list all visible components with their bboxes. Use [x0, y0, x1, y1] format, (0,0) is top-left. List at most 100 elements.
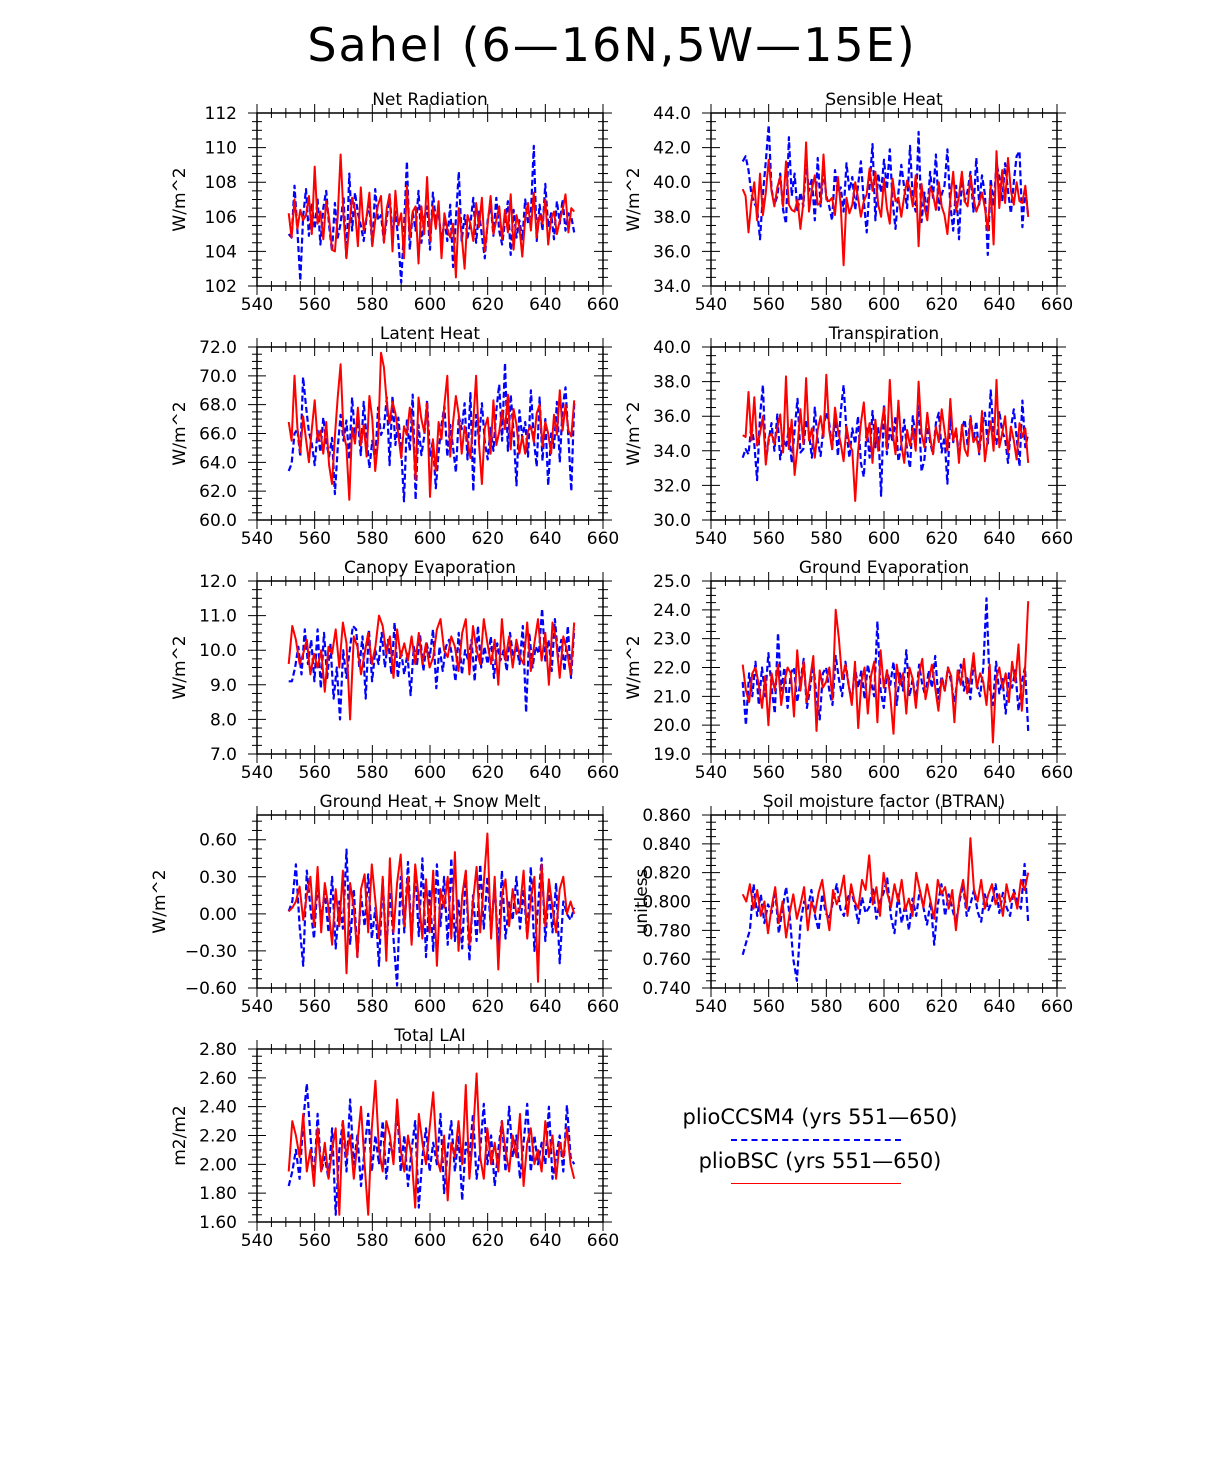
x-tick-label: 540	[241, 763, 273, 783]
x-tick-label: 620	[471, 529, 503, 549]
x-tick-label: 640	[983, 295, 1015, 315]
x-tick-label: 560	[752, 295, 784, 315]
x-tick-label: 660	[587, 997, 619, 1017]
x-tick-label: 620	[471, 295, 503, 315]
x-tick-label: 640	[529, 763, 561, 783]
x-tick-label: 600	[868, 763, 900, 783]
x-tick-label: 640	[529, 529, 561, 549]
x-tick-label: 580	[356, 1231, 388, 1251]
y-tick-label: 7.0	[210, 745, 237, 765]
legend-label-ccsm4: plioCCSM4 (yrs 551—650)	[682, 1105, 958, 1129]
y-tick-label: 21.0	[653, 687, 691, 707]
y-tick-label: 0.780	[642, 921, 691, 941]
x-tick-label: 640	[983, 997, 1015, 1017]
x-tick-label: 560	[298, 1231, 330, 1251]
panel-title: Soil moisture factor (BTRAN)	[763, 792, 1006, 812]
panel-ground-heat-snow-melt: 540 560 580 600 620 640 660 −0.60 −0.30 0.00 0.30 0…	[150, 792, 619, 1017]
y-tick-label: 25.0	[653, 572, 691, 592]
y-tick-label: 0.60	[199, 831, 237, 851]
x-tick-label: 620	[471, 1231, 503, 1251]
y-tick-label: 2.20	[199, 1127, 237, 1147]
x-tick-label: 600	[868, 997, 900, 1017]
series-ccsm4-line	[288, 607, 576, 721]
x-tick-label: 600	[414, 1231, 446, 1251]
y-tick-label: 66.0	[199, 425, 237, 445]
series-bsc-line	[287, 832, 576, 983]
x-tick-label: 560	[298, 295, 330, 315]
panel-title: Sensible Heat	[825, 90, 943, 110]
y-tick-label: 0.760	[642, 950, 691, 970]
panel-title: Net Radiation	[372, 90, 488, 110]
panel-title: Latent Heat	[380, 324, 481, 344]
x-tick-label: 580	[356, 529, 388, 549]
y-tick-label: 2.80	[199, 1040, 237, 1060]
x-tick-label: 620	[925, 529, 957, 549]
x-tick-label: 580	[356, 295, 388, 315]
y-tick-label: 34.0	[653, 442, 691, 462]
x-tick-label: 600	[868, 529, 900, 549]
x-tick-label: 580	[810, 529, 842, 549]
y-tick-label: 0.740	[642, 979, 691, 999]
y-axis-label: W/m^2	[170, 167, 190, 231]
series-bsc-line	[741, 837, 1030, 939]
x-tick-label: 580	[810, 763, 842, 783]
panel-title: Transpiration	[828, 324, 939, 344]
y-tick-label: 104	[205, 242, 237, 262]
y-tick-label: 62.0	[199, 482, 237, 502]
y-tick-label: 106	[205, 208, 237, 228]
x-tick-label: 580	[356, 997, 388, 1017]
y-tick-label: 0.860	[642, 806, 691, 826]
x-tick-label: 540	[241, 997, 273, 1017]
x-tick-label: 540	[241, 1231, 273, 1251]
series-bsc-line	[742, 373, 1030, 502]
x-tick-label: 640	[983, 529, 1015, 549]
x-tick-label: 660	[1041, 763, 1073, 783]
x-tick-label: 560	[752, 529, 784, 549]
y-tick-label: 36.0	[653, 242, 691, 262]
y-tick-label: −0.30	[185, 942, 237, 962]
x-tick-label: 540	[695, 529, 727, 549]
x-tick-label: 540	[695, 997, 727, 1017]
series-bsc-line	[741, 601, 1030, 744]
y-tick-label: 38.0	[653, 373, 691, 393]
y-axis-label: W/m^2	[150, 869, 170, 933]
panel-title: Total LAI	[393, 1026, 466, 1046]
panel-sensible-heat: 540 560 580 600 620 640 660 34.0 36.0 38.0 40.0 42.…	[624, 90, 1073, 315]
panel-title: Ground Evaporation	[799, 558, 969, 578]
series-bsc-line	[287, 1072, 576, 1216]
x-tick-label: 600	[868, 295, 900, 315]
series-bsc-line	[287, 614, 576, 721]
y-axis-label: W/m^2	[170, 401, 190, 465]
y-tick-label: −0.60	[185, 979, 237, 999]
y-axis-label: W/m^2	[624, 401, 644, 465]
y-tick-label: 42.0	[653, 139, 691, 159]
y-tick-label: 44.0	[653, 104, 691, 124]
y-tick-label: 38.0	[653, 208, 691, 228]
y-tick-label: 1.60	[199, 1213, 237, 1233]
x-tick-label: 560	[298, 997, 330, 1017]
x-tick-label: 540	[695, 295, 727, 315]
y-tick-label: 68.0	[199, 396, 237, 416]
panel-transpiration: 540 560 580 600 620 640 660 30.0 32.0 34.0 36.0 38.…	[624, 324, 1073, 549]
series-bsc-line	[287, 351, 576, 501]
series-bsc-line	[287, 153, 575, 279]
x-tick-label: 600	[414, 763, 446, 783]
x-tick-label: 640	[529, 1231, 561, 1251]
series-ccsm4-line	[741, 123, 1030, 256]
legend-entry-ccsm4: plioCCSM4 (yrs 551—650)	[640, 1105, 1000, 1149]
y-tick-label: 60.0	[199, 511, 237, 531]
y-tick-label: 11.0	[199, 607, 237, 627]
x-tick-label: 560	[752, 763, 784, 783]
x-tick-label: 540	[241, 295, 273, 315]
x-tick-label: 660	[1041, 295, 1073, 315]
x-tick-label: 660	[587, 529, 619, 549]
figure-title: Sahel (6—16N,5W—15E)	[307, 18, 917, 72]
y-tick-label: 12.0	[199, 572, 237, 592]
x-tick-label: 620	[925, 997, 957, 1017]
y-tick-label: 23.0	[653, 630, 691, 650]
x-tick-label: 600	[414, 529, 446, 549]
y-tick-label: 36.0	[653, 407, 691, 427]
y-tick-label: 0.820	[642, 864, 691, 884]
y-tick-label: 0.800	[642, 893, 691, 913]
x-tick-label: 640	[983, 763, 1015, 783]
